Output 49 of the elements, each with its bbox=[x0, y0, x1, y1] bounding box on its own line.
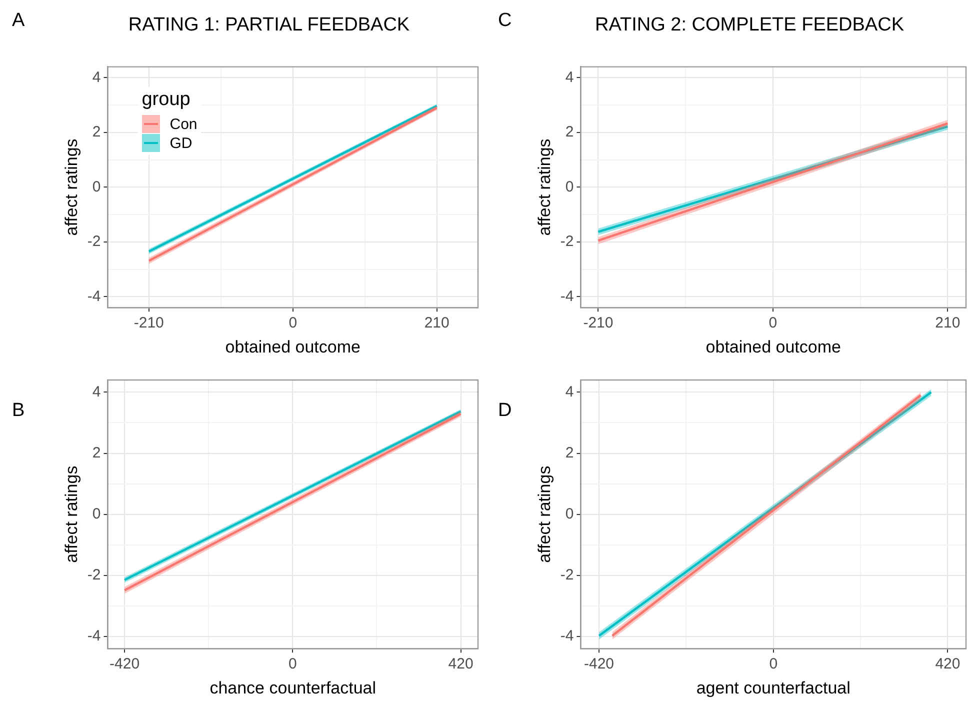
x-tick-label: -420 bbox=[110, 656, 140, 673]
y-tick-label: -2 bbox=[87, 233, 101, 250]
x-tick-label: 210 bbox=[424, 314, 450, 332]
legend-label: GD bbox=[170, 134, 192, 152]
legend-label: Con bbox=[170, 116, 198, 133]
x-tick-label: 420 bbox=[448, 656, 474, 673]
y-tick-label: 4 bbox=[565, 68, 574, 86]
y-axis-title: affect ratings bbox=[534, 466, 554, 563]
y-tick-label: 2 bbox=[565, 444, 574, 462]
y-tick-label: 0 bbox=[92, 505, 101, 522]
chart-title: RATING 1: PARTIAL FEEDBACK bbox=[128, 14, 410, 36]
y-tick-label: 0 bbox=[92, 178, 101, 196]
text: B bbox=[12, 400, 25, 422]
y-tick-label: -2 bbox=[87, 566, 101, 584]
x-axis-title: obtained outcome bbox=[706, 337, 841, 356]
y-tick-label: 2 bbox=[92, 444, 101, 462]
y-tick-label: -4 bbox=[560, 628, 574, 645]
x-axis-title: chance counterfactual bbox=[210, 678, 376, 698]
y-tick-label: -2 bbox=[560, 566, 574, 584]
y-tick-label: 4 bbox=[565, 383, 574, 400]
x-tick-label: 0 bbox=[288, 656, 297, 673]
y-axis-title: affect ratings bbox=[534, 138, 554, 236]
x-tick-label: 0 bbox=[768, 314, 778, 332]
text: C bbox=[498, 10, 512, 32]
chart-title: RATING 2: COMPLETE FEEDBACK bbox=[595, 14, 904, 36]
y-tick-label: -4 bbox=[87, 288, 101, 305]
text: D bbox=[498, 400, 512, 422]
y-tick-label: 4 bbox=[92, 68, 101, 86]
y-tick-label: 4 bbox=[92, 383, 101, 400]
text: A bbox=[12, 10, 25, 32]
y-tick-label: -4 bbox=[560, 288, 574, 305]
y-tick-label: 0 bbox=[565, 505, 574, 522]
x-axis-title: obtained outcome bbox=[225, 337, 360, 356]
x-tick-label: -210 bbox=[583, 314, 614, 332]
y-axis-title: affect ratings bbox=[62, 466, 81, 563]
x-tick-label: 210 bbox=[935, 314, 960, 332]
legend-title: group bbox=[142, 88, 192, 111]
x-tick-label: -420 bbox=[584, 656, 614, 673]
x-tick-label: 0 bbox=[288, 314, 298, 332]
y-tick-label: 2 bbox=[92, 124, 101, 141]
x-tick-label: 0 bbox=[769, 656, 778, 673]
y-axis-title: affect ratings bbox=[62, 138, 81, 236]
x-tick-label: -210 bbox=[134, 314, 164, 332]
y-tick-label: 0 bbox=[565, 178, 574, 196]
y-tick-label: -4 bbox=[87, 628, 101, 645]
x-tick-label: 420 bbox=[935, 656, 960, 673]
y-tick-label: 2 bbox=[565, 124, 574, 141]
y-tick-label: -2 bbox=[560, 233, 574, 250]
x-axis-title: agent counterfactual bbox=[696, 678, 850, 698]
